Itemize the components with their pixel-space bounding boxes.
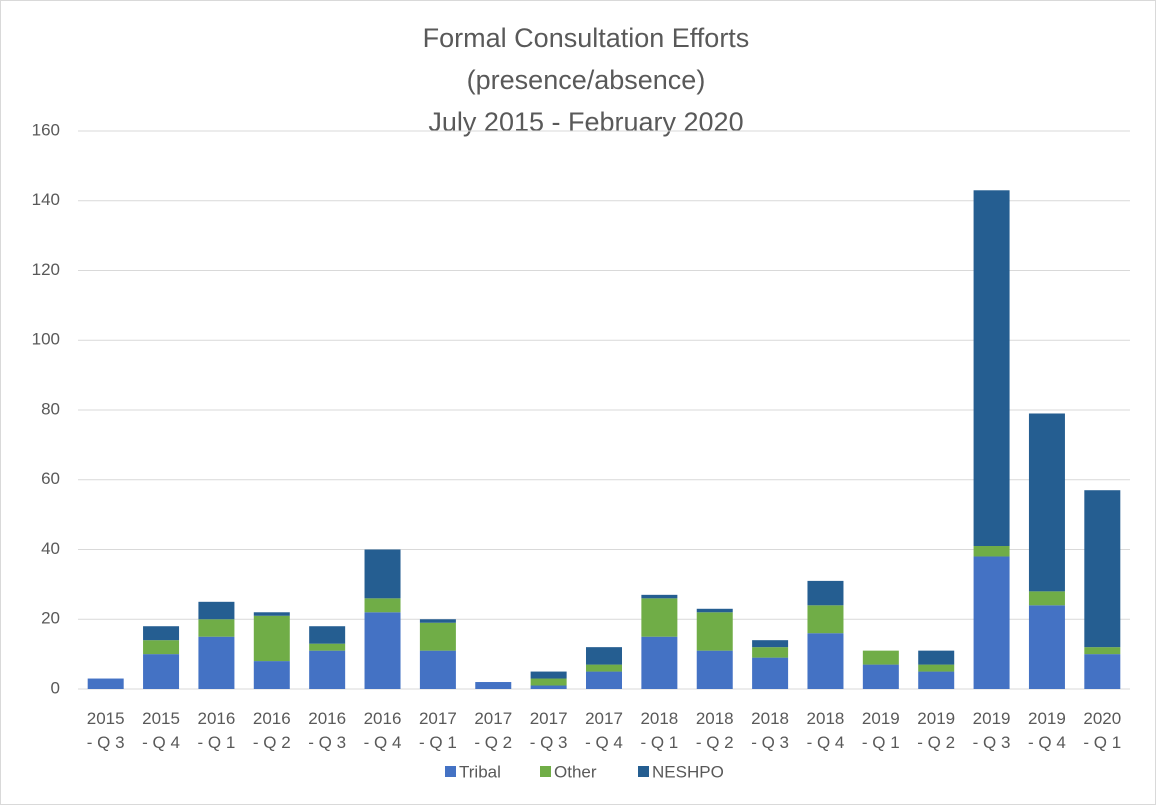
x-tick-label: 2016 - Q 3 bbox=[308, 709, 347, 752]
x-tick-label: 2018 - Q 3 bbox=[751, 709, 789, 752]
y-tick-label: 0 bbox=[51, 678, 60, 697]
bar-segment bbox=[1084, 490, 1121, 648]
bar-segment bbox=[198, 601, 235, 620]
bar-segment bbox=[530, 671, 567, 679]
bar-segment bbox=[807, 633, 844, 689]
y-tick-label: 140 bbox=[32, 190, 60, 209]
x-tick-label: 2016 - Q 4 bbox=[363, 709, 402, 752]
y-tick-label: 100 bbox=[32, 330, 60, 349]
bar-segment bbox=[586, 671, 622, 689]
x-tick-label: 2016 - Q 1 bbox=[197, 709, 236, 752]
chart-title: Formal Consultation Efforts bbox=[423, 23, 750, 53]
bar-segment bbox=[143, 640, 180, 655]
x-tick-label: 2019 - Q 2 bbox=[917, 709, 956, 752]
bar-segment bbox=[309, 650, 346, 689]
bar-segment bbox=[309, 643, 346, 651]
bar-segment bbox=[1028, 605, 1065, 689]
bar-segment bbox=[918, 671, 955, 689]
bar-segment bbox=[752, 657, 789, 689]
bar-segment bbox=[807, 580, 844, 606]
legend-label: Tribal bbox=[459, 762, 501, 781]
bar-segment bbox=[641, 636, 678, 689]
legend-swatch bbox=[540, 766, 551, 777]
x-tick-label: 2019 - Q 3 bbox=[972, 709, 1011, 752]
bar-segment bbox=[419, 650, 456, 689]
x-tick-label: 2018 - Q 2 bbox=[695, 709, 734, 752]
bar-segment bbox=[696, 650, 733, 689]
chart-title: July 2015 - February 2020 bbox=[428, 107, 743, 137]
bar-segment bbox=[530, 678, 567, 686]
x-tick-label: 2019 - Q 1 bbox=[861, 709, 900, 752]
bar-segment bbox=[364, 549, 401, 599]
bar-segment bbox=[364, 612, 401, 689]
y-tick-label: 20 bbox=[41, 609, 60, 628]
y-tick-label: 80 bbox=[41, 399, 60, 418]
bar-segment bbox=[752, 647, 789, 658]
bar-segment bbox=[530, 685, 567, 689]
x-tick-label: 2017 - Q 3 bbox=[529, 709, 568, 752]
bar-segment bbox=[253, 661, 290, 689]
bar-segment bbox=[586, 647, 622, 665]
bar-segment bbox=[918, 650, 955, 665]
x-tick-label: 2018 - Q 1 bbox=[640, 709, 679, 752]
bar-segment bbox=[253, 612, 290, 616]
y-tick-label: 160 bbox=[32, 120, 60, 139]
bar-segment bbox=[1028, 591, 1065, 606]
x-tick-label: 2015 - Q 4 bbox=[142, 709, 180, 752]
bar-segment bbox=[419, 619, 456, 623]
bar-segment bbox=[807, 605, 844, 634]
x-tick-label: 2016 - Q 2 bbox=[252, 709, 291, 752]
y-tick-label: 40 bbox=[41, 539, 60, 558]
bar-segment bbox=[918, 664, 955, 672]
chart-title: (presence/absence) bbox=[467, 65, 706, 95]
y-tick-label: 120 bbox=[32, 260, 60, 279]
bar-segment bbox=[198, 619, 235, 637]
bar-segment bbox=[364, 598, 401, 613]
bar-segment bbox=[586, 664, 622, 672]
legend-label: NESHPO bbox=[652, 762, 724, 781]
bar-segment bbox=[862, 650, 899, 665]
bar-segment bbox=[143, 654, 180, 689]
x-tick-label: 2018 - Q 4 bbox=[806, 709, 845, 752]
bar-segment bbox=[862, 664, 899, 689]
legend-swatch bbox=[445, 766, 456, 777]
bar-segment bbox=[973, 556, 1010, 689]
bar-segment bbox=[641, 594, 678, 599]
x-tick-label: 2017 - Q 2 bbox=[474, 709, 513, 752]
x-tick-label: 2019 - Q 4 bbox=[1028, 709, 1066, 752]
bar-segment bbox=[143, 626, 180, 641]
bar-segment bbox=[973, 190, 1010, 547]
bar-segment bbox=[87, 678, 124, 689]
bar-segment bbox=[1028, 413, 1065, 592]
bar-segment bbox=[696, 608, 733, 613]
x-tick-label: 2017 - Q 1 bbox=[418, 709, 457, 752]
bar-segment bbox=[696, 612, 733, 651]
x-tick-label: 2015 - Q 3 bbox=[86, 709, 125, 752]
bar-segment bbox=[309, 626, 346, 644]
x-tick-label: 2017 - Q 4 bbox=[585, 709, 623, 752]
y-tick-label: 60 bbox=[41, 469, 60, 488]
bar-segment bbox=[475, 682, 512, 689]
bar-segment bbox=[1084, 647, 1121, 655]
bar-segment bbox=[198, 636, 235, 689]
bar-segment bbox=[419, 622, 456, 651]
legend-swatch bbox=[638, 766, 649, 777]
bar-segment bbox=[752, 640, 789, 648]
bar-segment bbox=[1084, 654, 1121, 689]
x-tick-label: 2020 - Q 1 bbox=[1083, 709, 1122, 752]
bar-segment bbox=[641, 598, 678, 637]
bar-segment bbox=[253, 615, 290, 662]
bar-segment bbox=[973, 546, 1010, 557]
legend-label: Other bbox=[554, 762, 597, 781]
